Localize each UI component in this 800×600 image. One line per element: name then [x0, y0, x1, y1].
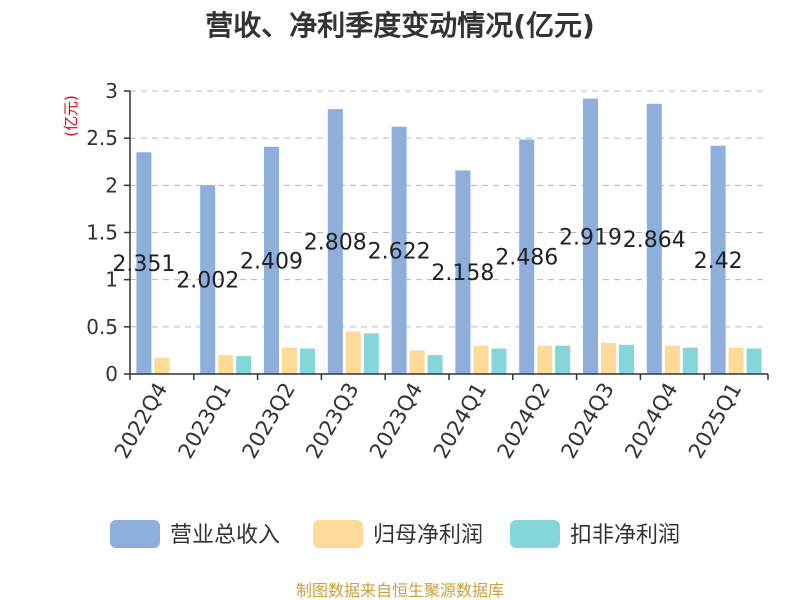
bar-series-0	[583, 98, 598, 375]
bars	[136, 98, 762, 375]
bar-series-2	[682, 347, 698, 374]
legend: 营业总收入 归母净利润 扣非净利润	[110, 520, 680, 548]
bar-series-2	[746, 348, 762, 374]
data-label-revenue: 2.351	[112, 252, 175, 277]
legend-swatch	[510, 520, 560, 548]
x-category-label: 2025Q1	[684, 379, 746, 463]
bar-series-2	[300, 348, 315, 374]
data-label-revenue: 2.486	[495, 246, 558, 271]
x-category-label: 2024Q4	[620, 379, 682, 463]
bar-series-0	[264, 146, 279, 374]
bar-series-2	[427, 355, 443, 374]
bar-series-0	[519, 139, 535, 374]
legend-swatch	[110, 520, 160, 548]
bar-series-2	[619, 344, 634, 374]
bar-series-1	[601, 342, 616, 374]
x-category-label: 2023Q3	[301, 379, 363, 463]
bar-series-0	[455, 170, 471, 374]
bar-series-1	[409, 350, 425, 374]
bar-series-0	[646, 103, 662, 374]
bar-series-1	[154, 357, 170, 374]
data-label-revenue: 2.42	[694, 249, 743, 274]
data-label-revenue: 2.158	[431, 261, 494, 286]
bar-series-2	[236, 356, 252, 374]
bar-series-1	[345, 331, 361, 374]
bar-series-1	[218, 355, 234, 374]
legend-label: 归母净利润	[373, 523, 483, 548]
legend-label: 扣非净利润	[570, 523, 680, 548]
x-category-label: 2022Q4	[110, 379, 172, 463]
x-category-label: 2024Q1	[429, 379, 491, 463]
bar-series-0	[136, 152, 152, 374]
y-tick-label: 2.5	[86, 126, 118, 150]
bar-series-0	[710, 145, 726, 374]
bar-series-1	[282, 347, 297, 374]
y-tick-label: 0	[105, 362, 118, 386]
y-tick-label: 0.5	[86, 315, 118, 339]
y-tick-label: 1.5	[86, 221, 118, 245]
data-label-revenue: 2.622	[368, 239, 431, 264]
x-category-label: 2023Q2	[237, 379, 299, 463]
source-note: 制图数据来自恒生聚源数据库	[296, 581, 504, 600]
data-label-revenue: 2.409	[240, 249, 303, 274]
bar-series-1	[473, 345, 489, 374]
data-label-revenue: 2.919	[559, 225, 622, 250]
y-axis-unit-label: (亿元)	[62, 95, 80, 137]
legend-label: 营业总收入	[170, 523, 280, 548]
x-category-label: 2023Q1	[174, 379, 236, 463]
bar-series-0	[200, 185, 216, 374]
x-category-label: 2023Q4	[365, 379, 427, 463]
chart-title: 营收、净利季度变动情况(亿元)	[205, 9, 595, 42]
bar-series-0	[327, 109, 343, 374]
bar-series-2	[555, 345, 571, 374]
x-category-label: 2024Q3	[556, 379, 618, 463]
y-tick-label: 3	[105, 79, 118, 103]
data-label-revenue: 2.808	[304, 231, 367, 256]
bar-series-1	[537, 345, 553, 374]
bar-series-1	[664, 345, 680, 374]
y-axis: 0 0.5 1 1.5 2 2.5 3	[86, 79, 130, 386]
bar-series-2	[491, 348, 507, 374]
bar-series-0	[391, 126, 407, 375]
y-tick-label: 2	[105, 173, 118, 197]
bar-series-2	[363, 333, 379, 374]
x-category-label: 2024Q2	[493, 379, 555, 463]
bar-series-1	[728, 347, 744, 374]
data-label-revenue: 2.864	[623, 228, 686, 253]
legend-swatch	[313, 520, 363, 548]
y-tick-label: 1	[105, 268, 118, 292]
data-label-revenue: 2.002	[176, 269, 239, 294]
